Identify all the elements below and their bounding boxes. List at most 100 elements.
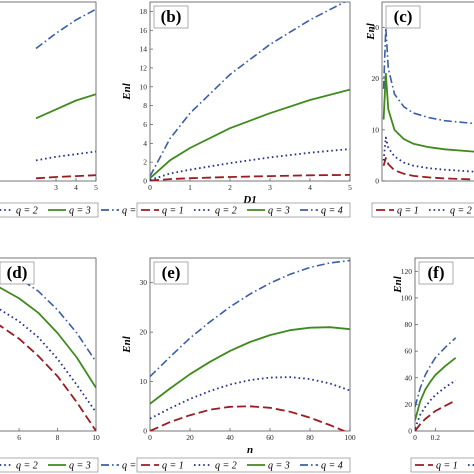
plot-frame — [149, 257, 351, 432]
x-tick-label: 6 — [17, 433, 21, 442]
panel-label-box — [153, 5, 189, 29]
x-tick-label: 20 — [186, 433, 194, 442]
y-tick-label: 0 — [408, 427, 412, 436]
series-line-q4 — [150, 259, 350, 378]
x-tick-label: 1 — [188, 183, 192, 192]
y-axis-label: Enl — [365, 22, 377, 40]
legend-entry: q = 2 — [16, 461, 38, 472]
y-tick-label: 100 — [401, 293, 413, 302]
series-line-q3 — [150, 326, 350, 405]
legend-entry: q = 4 — [321, 206, 343, 217]
legend: q = 1q = 2q = 3q = 4 — [0, 457, 144, 473]
x-tick-label: 5 — [94, 183, 98, 192]
series-line-q1 — [382, 157, 474, 181]
series-line-q4 — [415, 337, 457, 408]
x-tick-label: 3 — [54, 183, 58, 192]
panel-label: (d) — [7, 263, 28, 282]
x-tick-label: 5 — [348, 183, 352, 192]
series-line-q3 — [415, 357, 457, 421]
series-line-q4 — [35, 8, 96, 50]
legend-entry: q = 1 — [162, 461, 184, 472]
y-tick-label: 10 — [140, 377, 148, 386]
plot-frame — [0, 257, 97, 432]
legend-box — [371, 202, 474, 218]
legend-entry: q = 4 — [122, 206, 144, 217]
legend-box — [410, 457, 474, 473]
y-tick-label: 30 — [372, 23, 380, 32]
panel-label-box — [385, 5, 421, 29]
y-tick-label: 0 — [143, 177, 147, 186]
series-line-q1 — [35, 174, 96, 180]
y-tick-label: 80 — [405, 320, 413, 329]
legend-entry: q = 1 — [162, 206, 184, 217]
series-line-q2 — [415, 379, 457, 429]
x-tick-label: 0 — [413, 433, 417, 442]
x-tick-label: 4 — [74, 183, 78, 192]
y-tick-label: 18 — [140, 7, 148, 16]
y-tick-label: 14 — [140, 45, 148, 54]
series-line-q1 — [0, 324, 96, 431]
y-tick-label: 0 — [375, 177, 379, 186]
legend-entry: q = 3 — [69, 206, 91, 217]
x-tick-label: 2 — [228, 183, 232, 192]
legend-entry: q = 3 — [69, 461, 91, 472]
series-line-q2 — [382, 136, 474, 173]
y-axis-label: Enl — [121, 335, 133, 353]
series-line-q1 — [150, 174, 350, 181]
y-tick-label: 20 — [372, 74, 380, 83]
y-tick-label: 60 — [405, 347, 413, 356]
legend-entry: q = 2 — [16, 206, 38, 217]
legend-entry: q = 2 — [215, 461, 237, 472]
x-tick-label: 40 — [226, 433, 234, 442]
x-tick-label: 8 — [56, 433, 60, 442]
x-tick-label: 0 — [148, 183, 152, 192]
x-tick-label: 0.2 — [431, 433, 441, 442]
y-tick-label: 10 — [140, 82, 148, 91]
x-axis-label: n — [247, 444, 253, 456]
panel-label: (c) — [394, 7, 413, 26]
legend-entry: q = 4 — [122, 461, 144, 472]
y-tick-label: 120 — [401, 267, 413, 276]
y-tick-label: 6 — [143, 120, 147, 129]
x-tick-label: 0 — [148, 433, 152, 442]
legend-entry: q = 1 — [436, 461, 458, 472]
y-tick-label: 20 — [405, 400, 413, 409]
legend-entry: q = 2 — [215, 206, 237, 217]
legend-box — [136, 457, 351, 473]
series-line-q4 — [150, 2, 347, 177]
x-tick-label: 100 — [344, 433, 356, 442]
x-tick-label: 80 — [306, 433, 314, 442]
series-line-q2 — [35, 150, 96, 162]
x-tick-label: 3 — [268, 183, 272, 192]
y-tick-label: 10 — [372, 125, 380, 134]
x-tick-label: 60 — [266, 433, 274, 442]
legend: q = 1q = 2 — [410, 457, 474, 473]
plot-frame — [0, 1, 97, 182]
chart-panel-f: 0 0.2 0 20 40 60 80 100 120 (f) Enl q = 1q = 2 — [392, 257, 474, 473]
series-line-q2 — [150, 376, 350, 420]
y-tick-label: 30 — [140, 278, 148, 287]
series-line-q1 — [150, 405, 347, 431]
legend-entry: q = 1 — [397, 206, 419, 217]
panel-label: (f) — [428, 263, 445, 282]
legend-entry: q = 4 — [321, 461, 343, 472]
panel-label-box — [0, 261, 35, 285]
series-line-q3 — [382, 72, 474, 153]
x-tick-label: 10 — [92, 433, 100, 442]
panel-label: (b) — [161, 7, 182, 26]
y-tick-label: 12 — [140, 63, 148, 72]
panel-label: (e) — [162, 263, 181, 282]
series-line-q4 — [382, 26, 474, 125]
series-line-q3 — [0, 286, 96, 389]
legend-entry: q = 2 — [450, 206, 472, 217]
y-tick-label: 40 — [405, 373, 413, 382]
y-axis-label: Enl — [392, 275, 404, 293]
y-axis-label: Enl — [121, 82, 133, 100]
